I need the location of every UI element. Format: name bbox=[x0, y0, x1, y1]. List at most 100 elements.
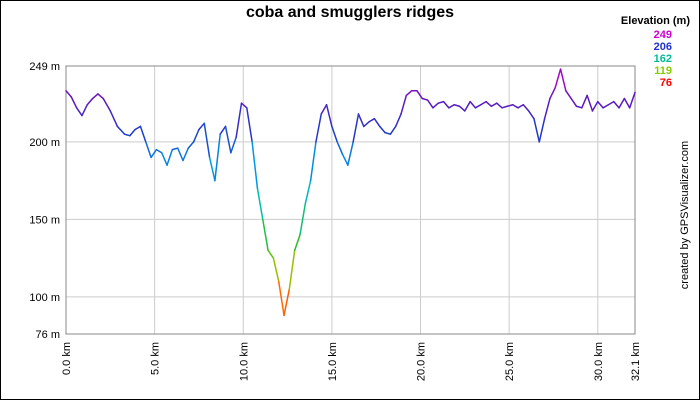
profile-segment bbox=[618, 97, 626, 109]
profile-segment bbox=[81, 103, 89, 117]
legend-entry: 206 bbox=[653, 41, 672, 53]
x-tick-label: 32.1 km bbox=[630, 342, 642, 381]
elevation-profile bbox=[65, 68, 636, 317]
y-tick-label: 200 m bbox=[29, 137, 60, 149]
profile-segment bbox=[187, 141, 195, 149]
x-tick-label: 0.0 km bbox=[61, 342, 73, 375]
profile-segment bbox=[315, 113, 323, 143]
profile-segment bbox=[575, 105, 583, 109]
profile-segment bbox=[517, 103, 525, 109]
profile-segment bbox=[597, 100, 604, 109]
y-gridlines bbox=[66, 65, 635, 335]
profile-segment bbox=[246, 107, 253, 143]
profile-segment bbox=[65, 90, 73, 98]
profile-segment bbox=[357, 113, 365, 128]
profile-segment bbox=[331, 125, 338, 143]
y-tick-label: 249 m bbox=[29, 61, 60, 73]
profile-segment bbox=[527, 110, 535, 120]
y-axis-labels: 76 m 100 m 150 m 200 m 249 m bbox=[29, 61, 60, 341]
profile-segment bbox=[198, 122, 206, 131]
profile-segment bbox=[267, 249, 275, 259]
x-tick-label: 15.0 km bbox=[327, 342, 339, 381]
profile-segment bbox=[309, 141, 317, 182]
profile-segment bbox=[511, 103, 519, 109]
x-tick-label: 5.0 km bbox=[150, 342, 162, 375]
legend-entry: 76 bbox=[659, 77, 672, 89]
x-tick-label: 10.0 km bbox=[238, 342, 250, 381]
profile-segment bbox=[549, 86, 556, 100]
profile-segment bbox=[378, 125, 386, 134]
profile-segment bbox=[166, 148, 174, 166]
x-tick-label: 20.0 km bbox=[416, 342, 428, 381]
profile-segment bbox=[288, 249, 296, 290]
profile-segment bbox=[224, 125, 232, 154]
profile-segment bbox=[336, 141, 344, 156]
profile-segment bbox=[421, 97, 429, 101]
profile-segment bbox=[607, 100, 615, 106]
profile-segment bbox=[219, 125, 227, 135]
x-axis-labels: 0.0 km 5.0 km 10.0 km 15.0 km 20.0 km 25.0 km… bbox=[61, 342, 642, 381]
profile-segment bbox=[373, 117, 381, 128]
profile-segment bbox=[416, 90, 424, 100]
profile-segment bbox=[145, 141, 152, 159]
profile-segment bbox=[235, 102, 243, 139]
profile-segment bbox=[325, 103, 333, 128]
profile-segment bbox=[538, 117, 546, 143]
profile-segment bbox=[320, 103, 328, 115]
legend-entry: 249 bbox=[653, 29, 672, 41]
profile-segment bbox=[490, 102, 498, 108]
plot-border bbox=[65, 65, 636, 335]
profile-segment bbox=[405, 90, 413, 97]
profile-segment bbox=[522, 103, 530, 112]
legend-title: Elevation (m) bbox=[620, 15, 690, 27]
profile-segment bbox=[240, 102, 248, 109]
profile-segment bbox=[341, 153, 349, 166]
profile-segment bbox=[91, 93, 99, 100]
profile-segment bbox=[464, 100, 471, 112]
profile-segment bbox=[272, 257, 280, 283]
profile-segment bbox=[389, 125, 397, 135]
profile-segment bbox=[86, 97, 94, 106]
profile-segment bbox=[453, 103, 461, 108]
profile-segment bbox=[474, 103, 482, 109]
chart-title: coba and smugglers ridges bbox=[245, 4, 455, 21]
profile-segment bbox=[612, 100, 620, 109]
profile-segment bbox=[480, 100, 487, 106]
profile-segment bbox=[251, 141, 259, 190]
profile-segment bbox=[565, 90, 572, 100]
x-tick-label: 30.0 km bbox=[593, 342, 605, 381]
profile-segment bbox=[448, 103, 455, 109]
profile-segment bbox=[116, 125, 126, 135]
profile-segment bbox=[384, 131, 392, 135]
profile-segment bbox=[123, 133, 131, 137]
x-gridlines bbox=[65, 66, 636, 334]
profile-segment bbox=[581, 94, 588, 109]
profile-segment bbox=[506, 103, 514, 108]
profile-segment bbox=[368, 117, 376, 123]
profile-segment bbox=[139, 125, 147, 143]
profile-segment bbox=[171, 147, 179, 151]
profile-segment bbox=[155, 148, 163, 154]
profile-segment bbox=[628, 91, 636, 109]
profile-segment bbox=[230, 136, 237, 154]
profile-segment bbox=[432, 102, 439, 109]
profile-segment bbox=[129, 128, 136, 137]
profile-segment bbox=[304, 179, 312, 205]
profile-segment bbox=[363, 121, 370, 128]
profile-segment bbox=[277, 280, 285, 317]
profile-segment bbox=[426, 99, 434, 109]
profile-segment bbox=[458, 105, 466, 112]
profile-segment bbox=[214, 133, 221, 182]
profile-segment bbox=[559, 68, 567, 92]
y-tick-label: 100 m bbox=[29, 292, 60, 304]
legend-entry: 119 bbox=[654, 65, 672, 77]
profile-segment bbox=[495, 102, 503, 109]
profile-segment bbox=[543, 97, 551, 120]
profile-segment bbox=[352, 113, 360, 143]
profile-segment bbox=[182, 147, 190, 162]
profile-segment bbox=[208, 156, 216, 182]
profile-segment bbox=[469, 100, 477, 109]
profile-segment bbox=[70, 96, 78, 109]
